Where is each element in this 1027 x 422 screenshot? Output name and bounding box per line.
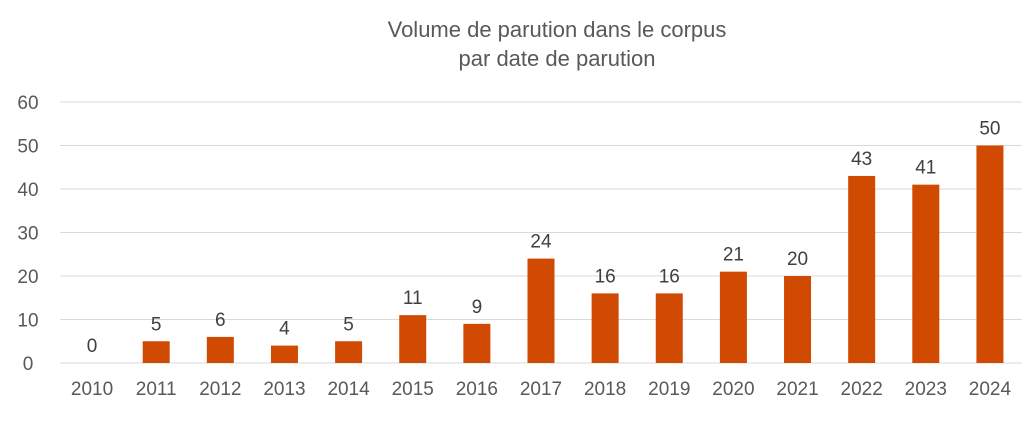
chart-title-line-2: par date de parution bbox=[459, 46, 656, 71]
data-label-2010: 0 bbox=[87, 336, 98, 357]
bar-2024 bbox=[976, 145, 1004, 363]
y-tick-label: 50 bbox=[17, 137, 38, 158]
x-tick-label-2010: 2010 bbox=[71, 379, 113, 400]
data-label-2019: 16 bbox=[659, 266, 680, 287]
bar-2020 bbox=[719, 271, 747, 363]
bar-2013 bbox=[270, 345, 298, 363]
y-tick-label: 0 bbox=[23, 354, 34, 375]
x-tick-label-2020: 2020 bbox=[712, 379, 754, 400]
y-tick-label: 10 bbox=[17, 311, 38, 332]
data-label-2012: 6 bbox=[215, 310, 226, 331]
data-label-2020: 21 bbox=[723, 245, 744, 266]
x-tick-label-2018: 2018 bbox=[584, 379, 626, 400]
bar-2021 bbox=[784, 276, 812, 363]
data-label-2017: 24 bbox=[530, 232, 552, 253]
y-tick-label: 60 bbox=[17, 93, 38, 114]
data-label-2023: 41 bbox=[915, 158, 936, 179]
y-tick-label: 20 bbox=[17, 267, 38, 288]
data-label-2013: 4 bbox=[279, 319, 290, 340]
data-labels: 0 5 6 4 5 11 9 24 16 16 21 20 43 41 50 bbox=[87, 119, 1001, 358]
y-axis: 0 10 20 30 40 50 60 bbox=[17, 93, 38, 375]
x-tick-label-2014: 2014 bbox=[327, 379, 370, 400]
bar-2011 bbox=[142, 341, 170, 363]
data-label-2024: 50 bbox=[979, 119, 1000, 140]
data-label-2016: 9 bbox=[472, 297, 483, 318]
bar-2012 bbox=[206, 336, 234, 363]
x-tick-label-2023: 2023 bbox=[905, 379, 947, 400]
chart-title-line-1: Volume de parution dans le corpus bbox=[388, 17, 727, 42]
bar-2017 bbox=[527, 258, 555, 363]
bar-2019 bbox=[655, 293, 683, 363]
bar-2023 bbox=[912, 184, 940, 363]
y-tick-label: 40 bbox=[17, 180, 38, 201]
x-tick-label-2024: 2024 bbox=[969, 379, 1012, 400]
x-tick-label-2015: 2015 bbox=[392, 379, 434, 400]
x-tick-label-2011: 2011 bbox=[136, 379, 177, 400]
x-tick-label-2017: 2017 bbox=[520, 379, 562, 400]
data-label-2021: 20 bbox=[787, 249, 808, 270]
data-label-2018: 16 bbox=[595, 266, 616, 287]
y-tick-label: 30 bbox=[17, 224, 38, 245]
x-tick-label-2021: 2021 bbox=[776, 379, 818, 400]
bar-2018 bbox=[591, 293, 619, 363]
x-tick-label-2019: 2019 bbox=[648, 379, 690, 400]
x-tick-label-2022: 2022 bbox=[841, 379, 883, 400]
x-tick-label-2016: 2016 bbox=[456, 379, 498, 400]
x-axis: 2010 2011 2012 2013 2014 2015 2016 2017 2018 2019… bbox=[71, 379, 1012, 400]
bar-2022 bbox=[848, 175, 876, 363]
data-label-2015: 11 bbox=[403, 288, 423, 309]
data-label-2011: 5 bbox=[151, 314, 162, 335]
x-tick-label-2013: 2013 bbox=[263, 379, 305, 400]
x-tick-label-2012: 2012 bbox=[199, 379, 241, 400]
bar-2015 bbox=[399, 315, 427, 363]
data-label-2014: 5 bbox=[343, 314, 354, 335]
data-label-2022: 43 bbox=[851, 149, 872, 170]
bars bbox=[142, 145, 1004, 363]
bar-2016 bbox=[463, 323, 491, 363]
bar-2014 bbox=[335, 341, 363, 363]
